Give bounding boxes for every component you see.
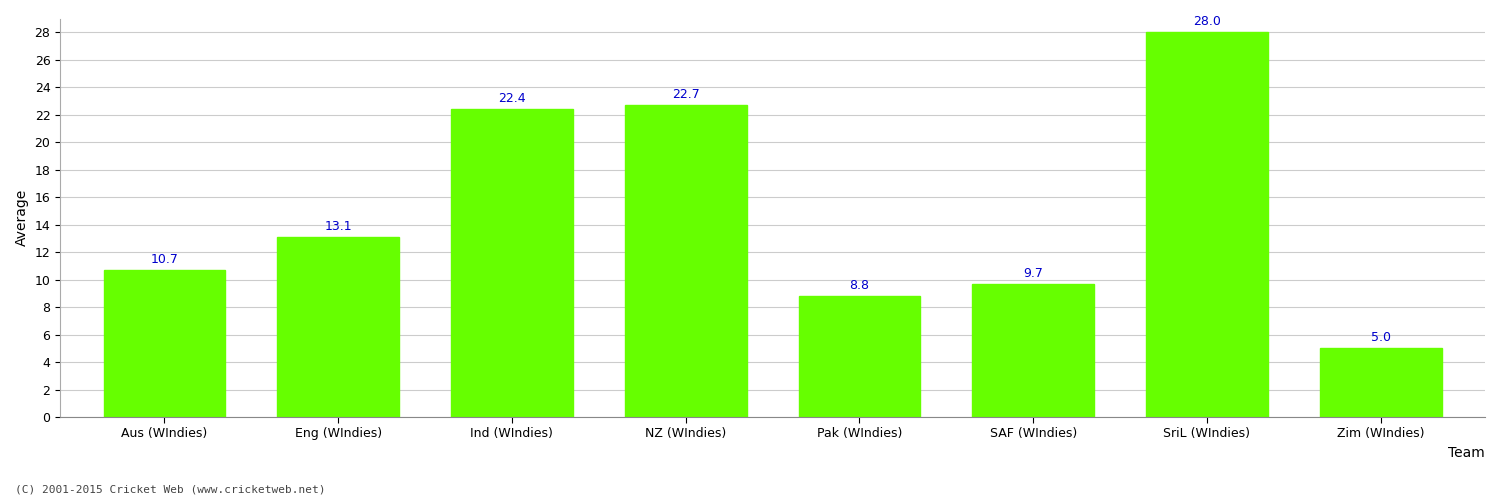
Text: 8.8: 8.8 [849, 279, 870, 292]
Text: (C) 2001-2015 Cricket Web (www.cricketweb.net): (C) 2001-2015 Cricket Web (www.cricketwe… [15, 485, 326, 495]
Text: 10.7: 10.7 [150, 253, 178, 266]
Text: 22.7: 22.7 [672, 88, 699, 101]
Text: 22.4: 22.4 [498, 92, 525, 105]
Text: 9.7: 9.7 [1023, 266, 1042, 280]
Bar [798, 296, 921, 417]
Bar [1146, 32, 1268, 417]
Bar [452, 110, 573, 417]
Y-axis label: Average: Average [15, 189, 28, 246]
Bar [626, 105, 747, 417]
Bar [104, 270, 225, 417]
Bar [1320, 348, 1442, 417]
Text: 5.0: 5.0 [1371, 331, 1390, 344]
X-axis label: Team: Team [1448, 446, 1485, 460]
Text: 13.1: 13.1 [324, 220, 352, 233]
Bar [972, 284, 1094, 417]
Bar [278, 237, 399, 417]
Text: 28.0: 28.0 [1192, 16, 1221, 28]
